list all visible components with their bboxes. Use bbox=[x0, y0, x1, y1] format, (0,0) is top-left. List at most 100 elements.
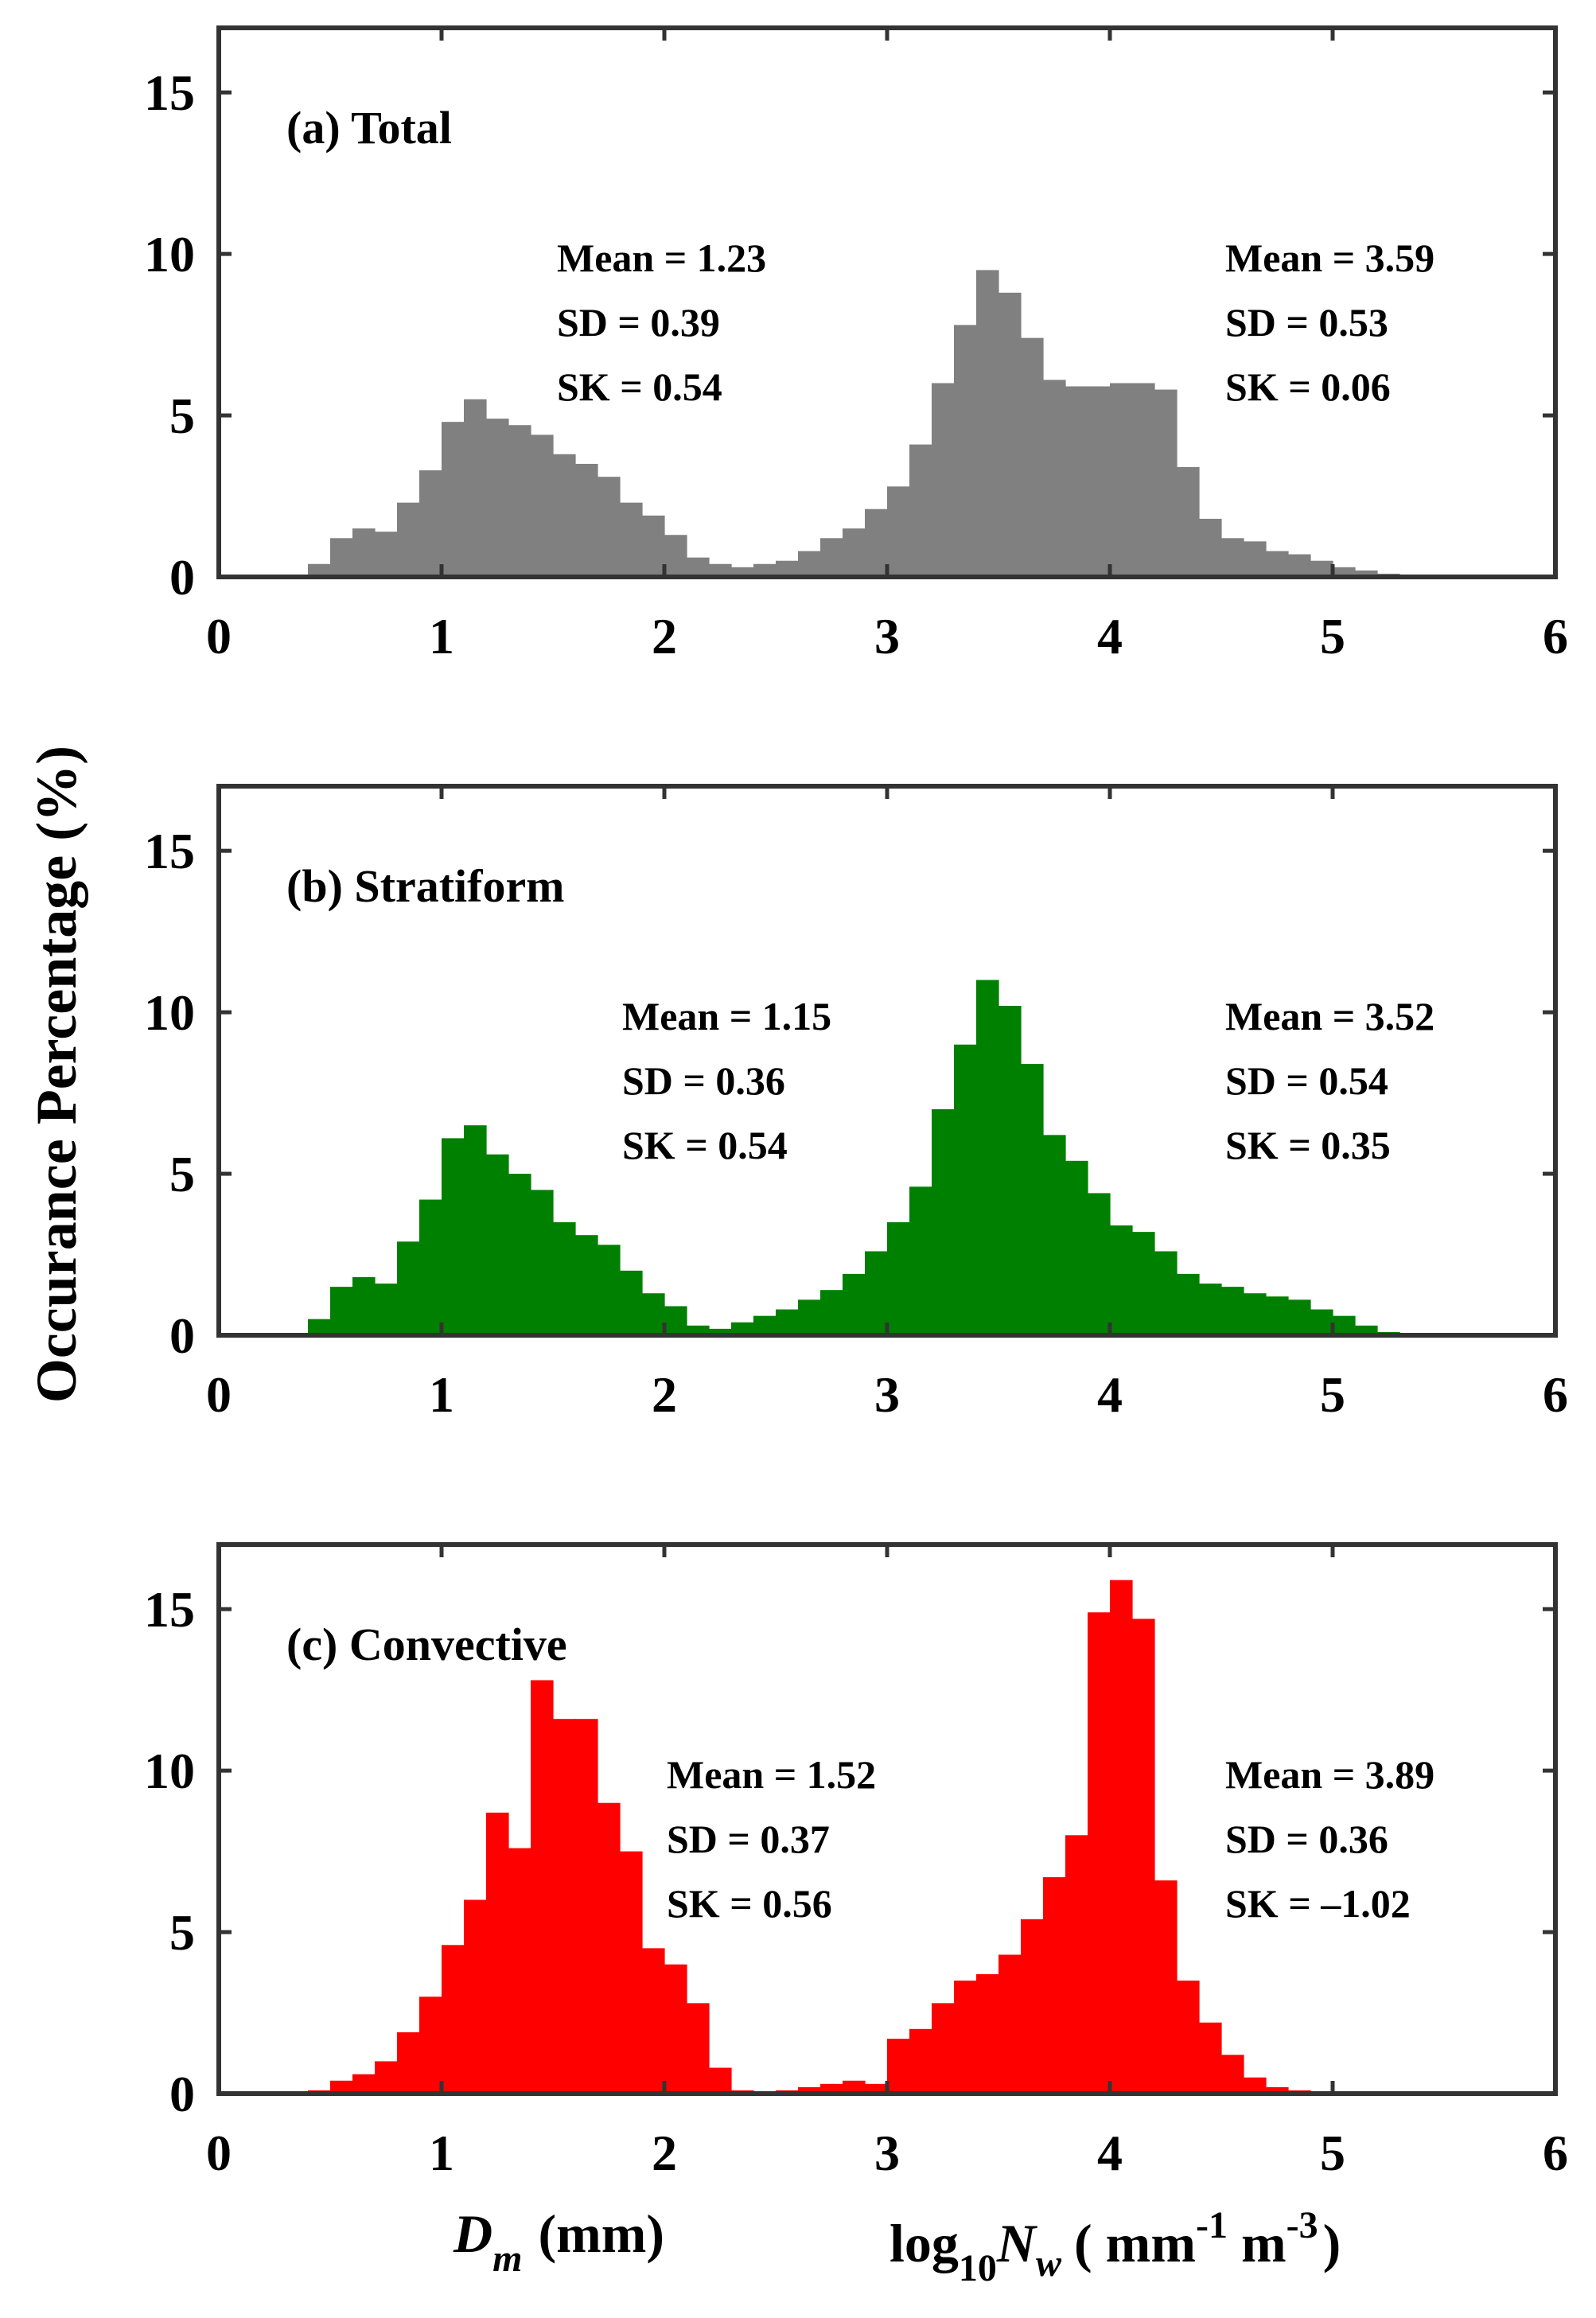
nw-bar bbox=[1199, 518, 1222, 577]
nw-bar bbox=[731, 567, 754, 577]
y-tick-label: 0 bbox=[169, 1307, 195, 1364]
panel-title: (c) Convective bbox=[286, 1619, 567, 1670]
nw-bar bbox=[843, 1273, 866, 1335]
dm-histogram bbox=[308, 1125, 732, 1335]
nw-stat-sk: SK = 0.35 bbox=[1225, 1123, 1391, 1167]
nw-bar bbox=[1288, 1299, 1311, 1335]
nw-histogram bbox=[709, 980, 1445, 1335]
nw-bar bbox=[1310, 1309, 1333, 1335]
y-tick-label: 15 bbox=[144, 823, 195, 879]
nw-bar bbox=[1199, 2022, 1222, 2094]
x-label-nw-sup2: -3 bbox=[1287, 2204, 1318, 2246]
nw-stat-mean: Mean = 3.59 bbox=[1225, 236, 1434, 280]
dm-bar bbox=[397, 1241, 420, 1335]
dm-bar bbox=[642, 515, 665, 577]
nw-bar bbox=[1088, 1612, 1111, 2094]
x-label-nw-unit-mid: m bbox=[1228, 2213, 1287, 2273]
nw-bar bbox=[1288, 554, 1311, 577]
nw-bar bbox=[1266, 1296, 1289, 1335]
x-tick-label: 2 bbox=[652, 1366, 677, 1423]
nw-bar bbox=[887, 1221, 910, 1335]
dm-stat-mean: Mean = 1.15 bbox=[622, 994, 831, 1038]
panel-title: (a) Total bbox=[286, 102, 452, 154]
dm-bar bbox=[687, 557, 710, 577]
nw-bar bbox=[1110, 383, 1133, 577]
nw-bar bbox=[865, 508, 888, 577]
x-tick-label: 0 bbox=[206, 2125, 232, 2181]
dm-bar bbox=[508, 1848, 531, 2094]
dm-bar bbox=[531, 1190, 554, 1335]
nw-bar bbox=[1043, 380, 1066, 577]
nw-bar bbox=[909, 1186, 932, 1335]
nw-bar bbox=[1244, 1293, 1267, 1335]
nw-bar bbox=[1355, 570, 1378, 577]
dm-bar bbox=[575, 1719, 598, 2094]
y-axis-label: Occurance Percentage (%) bbox=[25, 746, 88, 1403]
nw-bar bbox=[998, 292, 1022, 577]
x-label-dm-sub: m bbox=[492, 2238, 522, 2280]
nw-bar bbox=[1065, 1835, 1088, 2094]
dm-bar bbox=[575, 463, 598, 577]
x-tick-label: 3 bbox=[874, 1366, 900, 1423]
nw-bar bbox=[1110, 1580, 1133, 2094]
y-tick-label: 0 bbox=[169, 549, 195, 606]
nw-bar bbox=[1221, 538, 1244, 577]
x-axis-label-nw: log10Nw ( mm-1 m-3) bbox=[889, 2204, 1341, 2289]
dm-bar bbox=[664, 535, 687, 577]
dm-stat-sk: SK = 0.56 bbox=[667, 1881, 832, 1926]
nw-bar bbox=[1244, 541, 1267, 577]
dm-bar bbox=[664, 1306, 687, 1335]
y-tick-label: 10 bbox=[144, 1743, 195, 1799]
x-axis-label-dm: Dm (mm) bbox=[453, 2203, 664, 2280]
x-label-nw-symbol: N bbox=[996, 2213, 1038, 2273]
dm-bar bbox=[598, 1802, 621, 2094]
dm-bar bbox=[375, 1284, 398, 1335]
nw-stat-mean: Mean = 3.89 bbox=[1225, 1752, 1434, 1797]
dm-bar bbox=[598, 477, 621, 577]
dm-bar bbox=[598, 1245, 621, 1335]
dm-histogram bbox=[308, 399, 732, 577]
x-tick-label: 1 bbox=[429, 2125, 454, 2181]
x-tick-label: 6 bbox=[1543, 2125, 1568, 2181]
x-tick-label: 0 bbox=[206, 608, 232, 664]
nw-bar bbox=[843, 528, 866, 577]
dm-stat-mean: Mean = 1.23 bbox=[557, 236, 766, 280]
dm-bar bbox=[419, 470, 442, 577]
nw-bar bbox=[1021, 1919, 1044, 2094]
y-tick-label: 5 bbox=[169, 1904, 195, 1961]
nw-bar bbox=[776, 1309, 799, 1335]
nw-histogram bbox=[709, 270, 1445, 577]
x-tick-label: 4 bbox=[1097, 1366, 1123, 1423]
y-tick-label: 10 bbox=[144, 984, 195, 1041]
x-tick-label: 2 bbox=[652, 2125, 677, 2181]
nw-bar bbox=[932, 1108, 955, 1335]
nw-bar bbox=[976, 270, 999, 577]
x-tick-label: 4 bbox=[1097, 608, 1123, 664]
nw-bar bbox=[1132, 1619, 1155, 2094]
x-label-dm-symbol: D bbox=[453, 2203, 492, 2264]
nw-bar bbox=[1043, 1877, 1066, 2094]
x-tick-label: 5 bbox=[1320, 1366, 1345, 1423]
nw-bar bbox=[709, 1328, 732, 1335]
dm-bar bbox=[642, 1948, 665, 2094]
x-tick-label: 5 bbox=[1320, 2125, 1345, 2181]
dm-bar bbox=[375, 532, 398, 577]
dm-bar bbox=[620, 1851, 643, 2094]
nw-bar bbox=[1177, 467, 1200, 577]
x-tick-label: 4 bbox=[1097, 2125, 1123, 2181]
nw-bar bbox=[976, 1973, 999, 2094]
dm-bar bbox=[687, 1325, 710, 1335]
x-tick-label: 5 bbox=[1320, 608, 1345, 664]
nw-bar bbox=[932, 383, 955, 577]
dm-stat-sk: SK = 0.54 bbox=[622, 1123, 788, 1167]
x-tick-label: 1 bbox=[429, 608, 454, 664]
nw-bar bbox=[954, 1980, 977, 2094]
nw-bar bbox=[1110, 1225, 1133, 1335]
dm-bar bbox=[419, 1199, 442, 1335]
x-label-dm-unit: (mm) bbox=[538, 2203, 664, 2264]
dm-stat-sd: SD = 0.39 bbox=[557, 300, 720, 345]
dm-bar bbox=[442, 1945, 465, 2094]
panel-title: (b) Stratiform bbox=[286, 860, 565, 912]
nw-bar bbox=[753, 1315, 777, 1335]
